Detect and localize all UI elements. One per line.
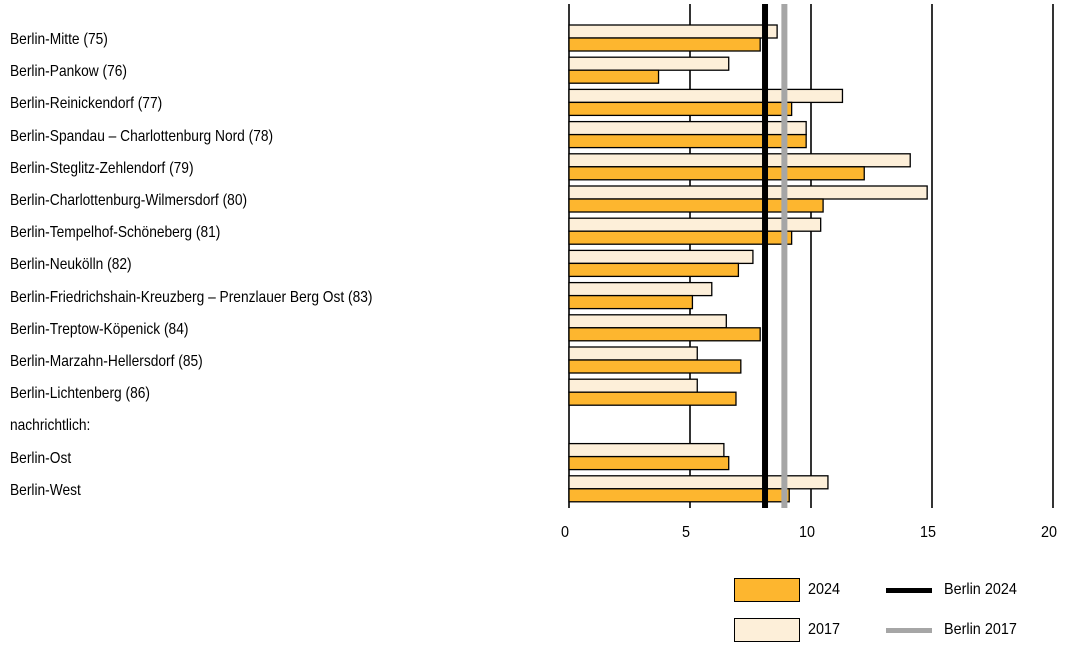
- category-label: Berlin-Tempelhof-Schöneberg (81): [10, 224, 221, 242]
- category-label: Berlin-Pankow (76): [10, 63, 128, 81]
- bar-2024: [568, 391, 737, 406]
- bar-2017: [568, 56, 730, 71]
- bar-2017: [568, 378, 698, 393]
- x-tick-label: 15: [919, 524, 937, 541]
- bar-2024: [568, 488, 790, 503]
- legend-label-2024: 2024: [808, 581, 841, 598]
- bar-2017: [568, 185, 928, 200]
- bar-2024: [568, 262, 740, 278]
- category-label: Berlin-Reinickendorf (77): [10, 95, 163, 113]
- category-label: Berlin-West: [10, 481, 81, 499]
- category-label: Berlin-Marzahn-Hellersdorf (85): [10, 353, 203, 370]
- reference-lines: [762, 4, 788, 508]
- bar-2017: [568, 346, 698, 361]
- bar-2017: [568, 442, 725, 458]
- category-label: Berlin-Spandau – Charlottenburg Nord (78…: [10, 127, 274, 145]
- bar-2024: [568, 455, 730, 471]
- legend-label-berlin-2017: Berlin 2017: [944, 621, 1017, 638]
- x-tick-label: 0: [560, 524, 570, 541]
- bar-2024: [568, 198, 824, 213]
- legend-line-berlin-2024: [886, 588, 932, 593]
- x-tick-label: 5: [681, 524, 691, 541]
- bar-2017: [568, 314, 727, 329]
- bar-2024: [568, 359, 742, 374]
- category-label: Berlin-Treptow-Köpenick (84): [10, 320, 189, 338]
- bar-2024: [568, 230, 793, 245]
- category-label: Berlin-Friedrichshain-Kreuzberg – Prenzl…: [10, 288, 373, 306]
- category-label: Berlin-Steglitz-Zehlendorf (79): [10, 159, 194, 177]
- legend-label-berlin-2024: Berlin 2024: [944, 581, 1017, 598]
- bar-2017: [568, 120, 807, 136]
- bar-2017: [568, 24, 778, 39]
- grid-lines: [568, 4, 1054, 508]
- bar-2024: [568, 37, 761, 52]
- bar-2017: [568, 475, 829, 490]
- x-tick-label: 10: [798, 524, 816, 541]
- legend-line-berlin-2017: [886, 628, 932, 633]
- category-label: Berlin-Mitte (75): [10, 31, 108, 48]
- x-tick-label: 20: [1040, 524, 1058, 541]
- legend-swatch-2017: [734, 618, 800, 642]
- bar-2024: [568, 166, 865, 181]
- bar-2017: [568, 153, 911, 168]
- bar-2017: [568, 281, 713, 297]
- category-label: Berlin-Lichtenberg (86): [10, 385, 150, 403]
- bar-2024: [568, 327, 761, 342]
- bar-2024: [568, 133, 807, 149]
- category-label: Berlin-Charlottenburg-Wilmersdorf (80): [10, 192, 248, 209]
- legend-swatch-2024: [734, 578, 800, 602]
- legend-label-2017: 2017: [808, 621, 841, 638]
- bar-2017: [568, 249, 754, 265]
- bar-2024: [568, 69, 660, 84]
- bar-2024: [568, 101, 793, 117]
- bar-2017: [568, 88, 844, 104]
- category-label: Berlin-Neukölln (82): [10, 256, 132, 274]
- bars: [568, 24, 928, 503]
- category-label: nachrichtlich:: [10, 417, 91, 435]
- bar-2024: [568, 294, 694, 310]
- category-label: Berlin-Ost: [10, 449, 72, 467]
